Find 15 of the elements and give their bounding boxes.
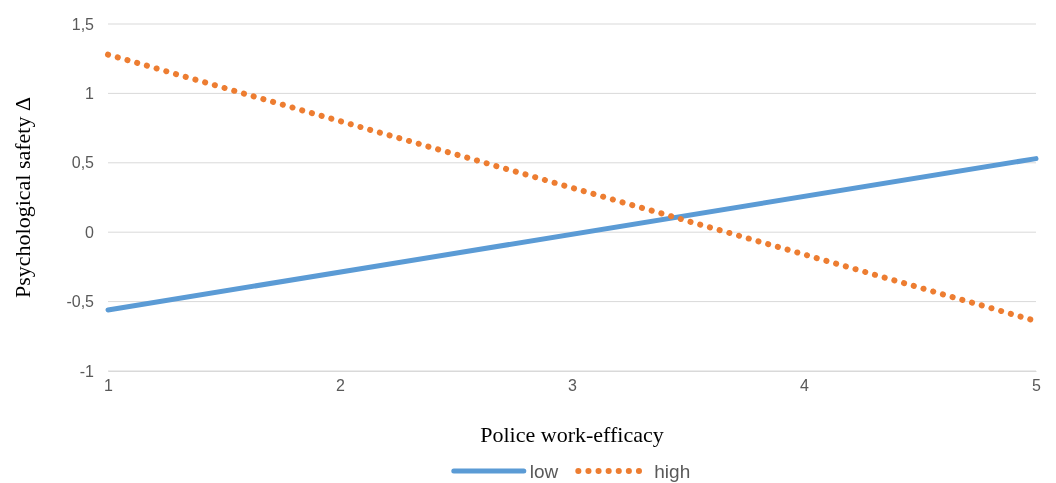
y-tick-label: 0 — [85, 223, 95, 241]
x-tick-label: 2 — [336, 377, 346, 395]
y-tick-label: 0,5 — [71, 154, 95, 172]
legend-label: low — [529, 461, 559, 482]
y-tick-label: 1 — [85, 85, 95, 103]
x-tick-label: 1 — [104, 377, 114, 395]
legend-label: high — [654, 461, 691, 482]
x-tick-label: 4 — [800, 377, 810, 395]
y-tick-label: -1 — [79, 362, 95, 380]
x-tick-label: 5 — [1032, 377, 1042, 395]
x-axis-title: Police work-efficacy — [480, 422, 664, 447]
y-tick-label: -0,5 — [66, 293, 95, 311]
y-tick-label: 1,5 — [71, 15, 95, 33]
x-tick-label: 3 — [568, 377, 578, 395]
y-axis-title: Psychological safety Δ — [10, 96, 35, 299]
